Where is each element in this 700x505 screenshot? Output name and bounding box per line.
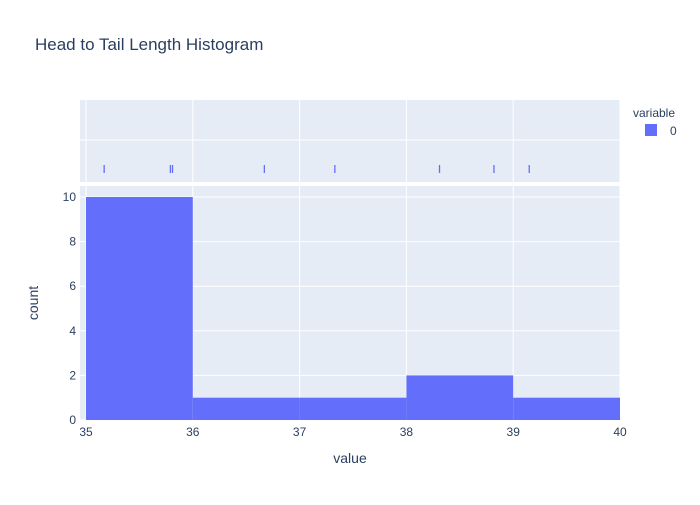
y-tick-label: 0 xyxy=(69,413,76,427)
chart-title: Head to Tail Length Histogram xyxy=(35,35,263,54)
histogram-bar[interactable] xyxy=(86,197,193,420)
x-tick-label: 39 xyxy=(507,425,521,439)
histogram-bar[interactable] xyxy=(192,397,300,420)
y-tick-label: 6 xyxy=(69,279,76,293)
x-axis-ticks: 35 36 37 38 39 40 xyxy=(79,425,627,439)
histogram-bar[interactable] xyxy=(513,397,620,420)
legend-swatch xyxy=(645,124,657,136)
y-axis-ticks: 0 2 4 6 8 10 xyxy=(63,190,77,427)
y-tick-label: 10 xyxy=(63,190,77,204)
x-tick-label: 40 xyxy=(613,425,627,439)
rug-gridlines xyxy=(80,100,621,182)
y-tick-label: 8 xyxy=(69,235,76,249)
x-tick-label: 35 xyxy=(79,425,93,439)
histogram-bar[interactable] xyxy=(299,397,407,420)
legend: variable 0 xyxy=(633,106,677,138)
legend-entry-label: 0 xyxy=(670,124,677,138)
histogram-bar[interactable] xyxy=(406,375,514,420)
x-tick-label: 38 xyxy=(400,425,414,439)
legend-item[interactable]: 0 xyxy=(645,124,677,138)
rug-plot-area xyxy=(80,100,620,182)
x-axis-label: value xyxy=(333,450,367,466)
y-axis-label: count xyxy=(25,286,41,320)
x-tick-label: 37 xyxy=(293,425,307,439)
y-tick-label: 2 xyxy=(69,368,76,382)
legend-title: variable xyxy=(633,106,675,120)
x-tick-label: 36 xyxy=(186,425,200,439)
rug-marks xyxy=(103,165,530,173)
y-tick-label: 4 xyxy=(69,324,76,338)
histogram-bars xyxy=(86,197,620,420)
